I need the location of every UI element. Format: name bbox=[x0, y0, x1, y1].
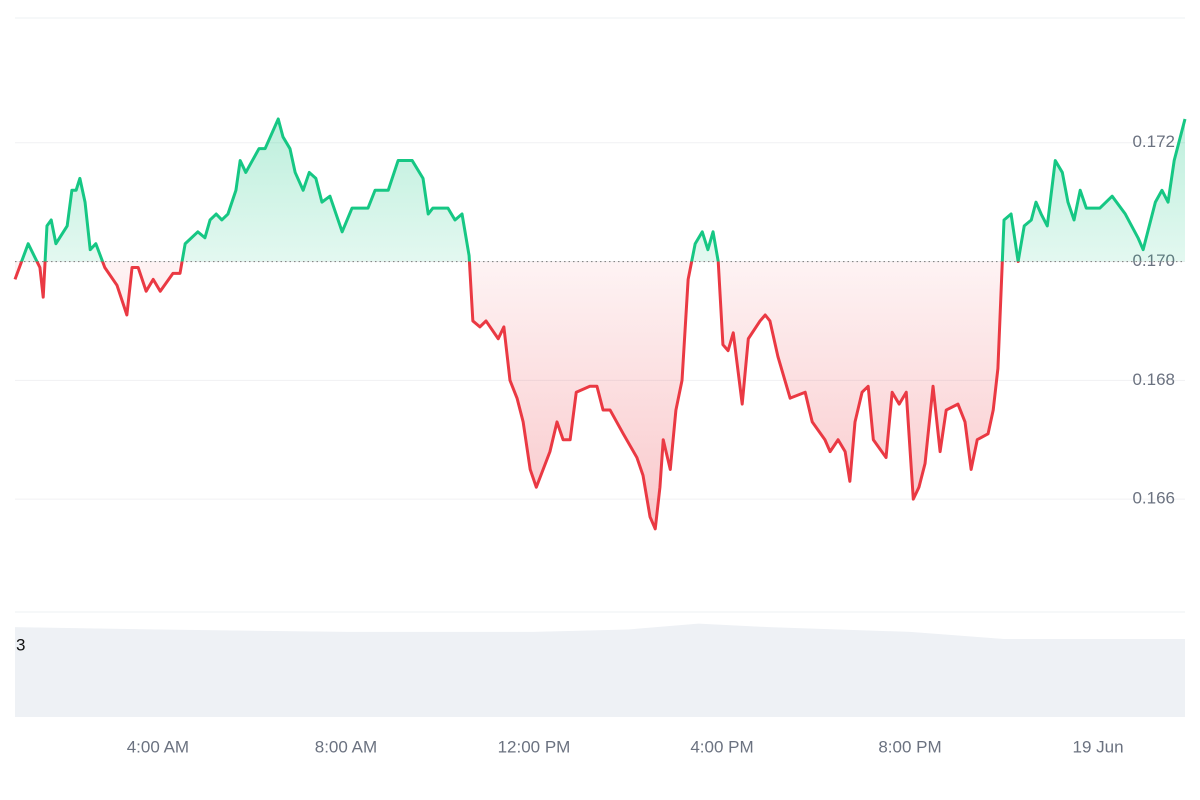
y-tick-label: 0.166 bbox=[1132, 489, 1175, 508]
y-tick-label: 0.168 bbox=[1132, 370, 1175, 389]
price-area bbox=[15, 118, 1185, 529]
x-tick-label: 8:00 PM bbox=[878, 737, 941, 756]
volume-tick-label: 3 bbox=[16, 636, 25, 655]
x-tick-label: 12:00 PM bbox=[498, 737, 571, 756]
x-tick-label: 4:00 PM bbox=[690, 737, 753, 756]
x-tick-label: 19 Jun bbox=[1073, 737, 1124, 756]
x-tick-label: 8:00 AM bbox=[315, 737, 377, 756]
volume-area bbox=[15, 623, 1185, 717]
x-tick-label: 4:00 AM bbox=[127, 737, 189, 756]
price-line bbox=[13, 117, 1187, 531]
y-tick-label: 0.172 bbox=[1132, 132, 1175, 151]
